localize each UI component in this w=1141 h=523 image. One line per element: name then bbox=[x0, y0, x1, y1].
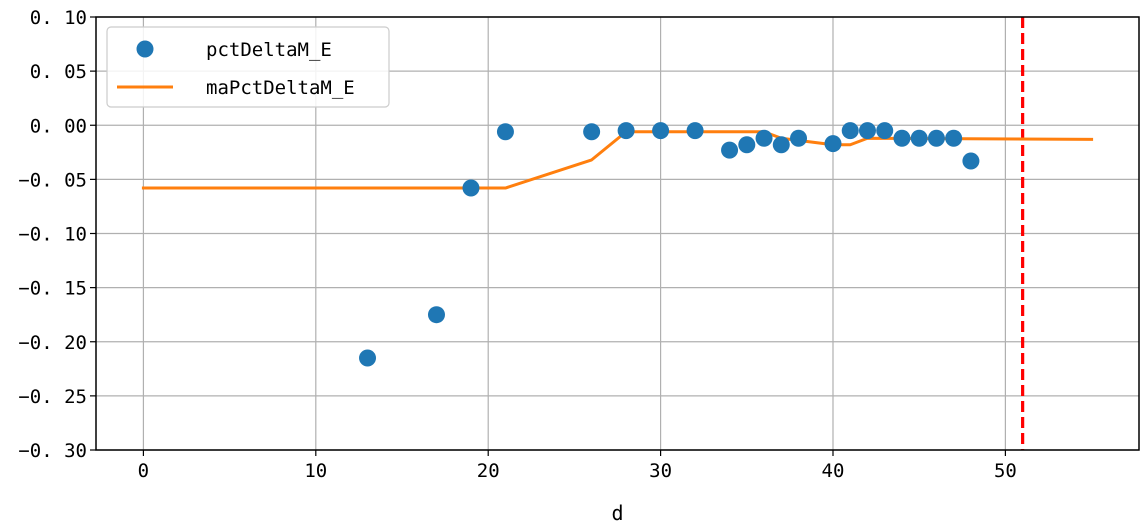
series-layer bbox=[141, 122, 1094, 367]
data-point bbox=[755, 129, 773, 147]
legend-label: pctDeltaM_E bbox=[206, 39, 332, 61]
x-tick-label: 20 bbox=[477, 460, 500, 482]
data-point bbox=[927, 129, 945, 147]
y-tick-label: 0. 10 bbox=[30, 7, 87, 29]
data-point bbox=[496, 123, 514, 141]
legend-box bbox=[106, 26, 390, 108]
data-point bbox=[858, 122, 876, 140]
data-point bbox=[876, 122, 894, 140]
data-point bbox=[841, 122, 859, 140]
legend: pctDeltaM_E maPctDeltaM_E bbox=[106, 26, 390, 108]
data-point bbox=[617, 122, 635, 140]
x-tick-label: 50 bbox=[994, 460, 1017, 482]
data-point bbox=[824, 135, 842, 153]
y-tick-label: −0. 30 bbox=[18, 440, 87, 462]
data-point bbox=[462, 179, 480, 197]
data-point bbox=[962, 152, 980, 170]
data-point bbox=[772, 136, 790, 154]
data-point bbox=[652, 122, 670, 140]
data-point bbox=[910, 129, 928, 147]
data-point bbox=[945, 129, 963, 147]
series-line-maPctDeltaM_E bbox=[141, 130, 1094, 190]
y-tick-label: −0. 05 bbox=[18, 169, 87, 191]
axis-ticks: 0 10 20 30 40 50 0. 10 0. 05 0. 00 −0. 05 −0. 10 −0… bbox=[18, 7, 1016, 482]
y-tick-label: 0. 00 bbox=[30, 115, 87, 137]
legend-marker-pctDeltaM_E bbox=[136, 40, 154, 58]
data-point bbox=[359, 349, 377, 367]
grid-lines bbox=[96, 16, 1139, 451]
y-tick-label: −0. 25 bbox=[18, 386, 87, 408]
data-point bbox=[893, 129, 911, 147]
y-tick-label: −0. 20 bbox=[18, 332, 87, 354]
x-tick-label: 10 bbox=[304, 460, 327, 482]
y-tick-label: −0. 10 bbox=[18, 224, 87, 246]
y-tick-label: −0. 15 bbox=[18, 278, 87, 300]
data-point bbox=[427, 306, 445, 324]
data-point bbox=[721, 141, 739, 159]
x-axis-label: d bbox=[611, 501, 623, 523]
data-point bbox=[790, 129, 808, 147]
data-point bbox=[583, 123, 601, 141]
legend-label: maPctDeltaM_E bbox=[206, 77, 355, 99]
y-tick-label: 0. 05 bbox=[30, 61, 87, 83]
data-point bbox=[686, 122, 704, 140]
x-tick-label: 0 bbox=[138, 460, 149, 482]
x-tick-label: 40 bbox=[822, 460, 845, 482]
data-point bbox=[738, 136, 756, 154]
x-tick-label: 30 bbox=[649, 460, 672, 482]
